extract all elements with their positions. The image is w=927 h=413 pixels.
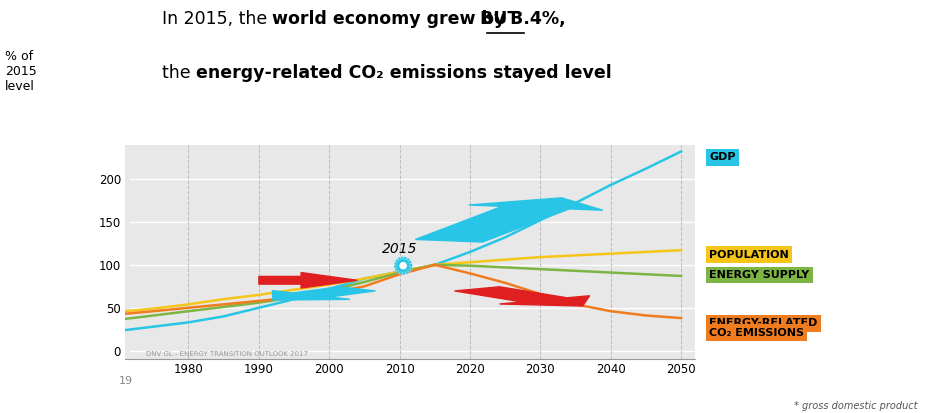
Text: 2015: 2015: [382, 242, 417, 256]
Text: 19: 19: [119, 376, 133, 386]
Text: GDP: GDP: [709, 152, 736, 162]
Text: POPULATION: POPULATION: [709, 249, 789, 259]
Bar: [125, 145, 129, 359]
FancyArrow shape: [259, 273, 358, 288]
Text: world economy grew by 3.4%,: world economy grew by 3.4%,: [272, 10, 565, 28]
FancyArrow shape: [273, 287, 375, 300]
Polygon shape: [395, 257, 412, 274]
Text: * gross domestic product: * gross domestic product: [794, 401, 918, 411]
Text: In 2015, the: In 2015, the: [162, 10, 273, 28]
Text: BUT: BUT: [474, 10, 519, 28]
Text: energy-related CO₂ emissions stayed level: energy-related CO₂ emissions stayed leve…: [196, 64, 611, 82]
Text: ENERGY-RELATED: ENERGY-RELATED: [709, 318, 818, 328]
Text: the: the: [162, 64, 197, 82]
FancyArrow shape: [415, 198, 603, 242]
Text: DNV GL - ENERGY TRANSITION OUTLOOK 2017: DNV GL - ENERGY TRANSITION OUTLOOK 2017: [146, 351, 309, 357]
FancyArrow shape: [454, 287, 590, 306]
Text: ENERGY SUPPLY: ENERGY SUPPLY: [709, 270, 809, 280]
Text: CO₂ EMISSIONS: CO₂ EMISSIONS: [709, 328, 804, 338]
Text: % of
2015
level: % of 2015 level: [5, 50, 36, 93]
